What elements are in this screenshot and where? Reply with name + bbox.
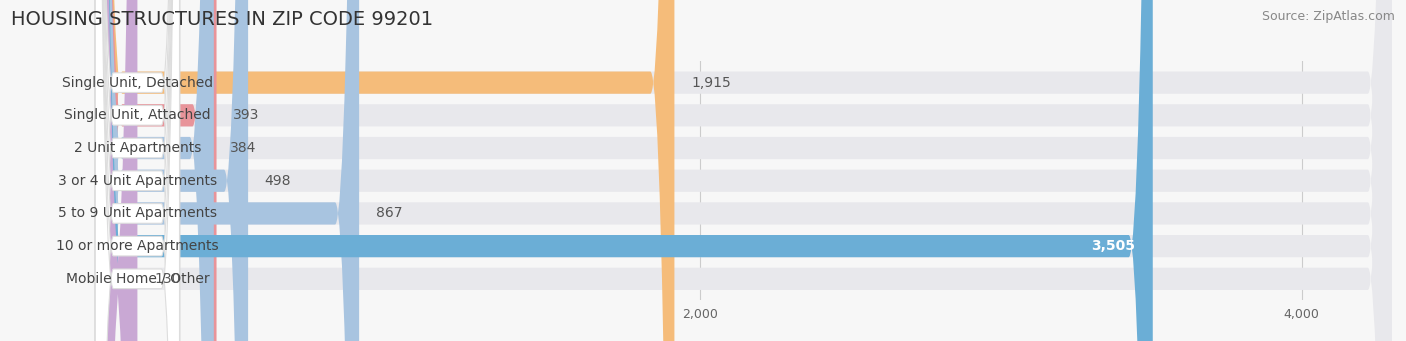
FancyBboxPatch shape — [98, 0, 1392, 341]
FancyBboxPatch shape — [98, 0, 1392, 341]
Text: Source: ZipAtlas.com: Source: ZipAtlas.com — [1261, 10, 1395, 23]
Text: 10 or more Apartments: 10 or more Apartments — [56, 239, 219, 253]
Text: 393: 393 — [233, 108, 260, 122]
FancyBboxPatch shape — [96, 0, 180, 341]
FancyBboxPatch shape — [98, 0, 217, 341]
FancyBboxPatch shape — [96, 0, 180, 341]
FancyBboxPatch shape — [96, 0, 180, 341]
FancyBboxPatch shape — [96, 0, 180, 341]
Text: 3,505: 3,505 — [1091, 239, 1135, 253]
Text: Mobile Home / Other: Mobile Home / Other — [66, 272, 209, 286]
Text: 498: 498 — [264, 174, 291, 188]
FancyBboxPatch shape — [96, 0, 180, 341]
FancyBboxPatch shape — [98, 0, 138, 341]
Text: Single Unit, Attached: Single Unit, Attached — [65, 108, 211, 122]
Text: 384: 384 — [231, 141, 257, 155]
FancyBboxPatch shape — [98, 0, 1392, 341]
Text: 130: 130 — [153, 272, 180, 286]
FancyBboxPatch shape — [98, 0, 675, 341]
FancyBboxPatch shape — [98, 0, 1392, 341]
FancyBboxPatch shape — [98, 0, 247, 341]
FancyBboxPatch shape — [98, 0, 214, 341]
FancyBboxPatch shape — [98, 0, 1153, 341]
Text: Single Unit, Detached: Single Unit, Detached — [62, 76, 212, 90]
Text: 3 or 4 Unit Apartments: 3 or 4 Unit Apartments — [58, 174, 217, 188]
FancyBboxPatch shape — [98, 0, 1392, 341]
FancyBboxPatch shape — [98, 0, 1392, 341]
Text: 5 to 9 Unit Apartments: 5 to 9 Unit Apartments — [58, 206, 217, 220]
Text: 1,915: 1,915 — [690, 76, 731, 90]
Text: HOUSING STRUCTURES IN ZIP CODE 99201: HOUSING STRUCTURES IN ZIP CODE 99201 — [11, 10, 433, 29]
FancyBboxPatch shape — [98, 0, 359, 341]
Text: 867: 867 — [375, 206, 402, 220]
Text: 2 Unit Apartments: 2 Unit Apartments — [73, 141, 201, 155]
FancyBboxPatch shape — [96, 0, 180, 341]
FancyBboxPatch shape — [98, 0, 1392, 341]
FancyBboxPatch shape — [96, 0, 180, 341]
